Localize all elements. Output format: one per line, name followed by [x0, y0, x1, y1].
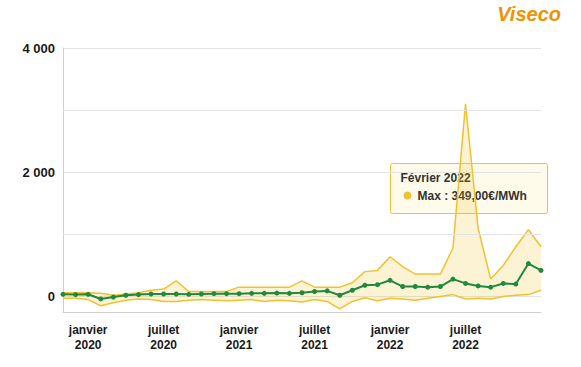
svg-text:janvier: janvier	[370, 323, 410, 337]
svg-text:Max : 349,00€/MWh: Max : 349,00€/MWh	[417, 188, 527, 203]
svg-text:2021: 2021	[301, 338, 328, 352]
svg-text:Viseco: Viseco	[497, 3, 561, 25]
svg-text:juillet: juillet	[147, 323, 179, 337]
svg-text:juillet: juillet	[449, 323, 481, 337]
svg-text:2020: 2020	[150, 338, 177, 352]
svg-text:2020: 2020	[75, 338, 102, 352]
svg-text:janvier: janvier	[68, 323, 108, 337]
svg-text:2 000: 2 000	[22, 165, 55, 180]
svg-text:janvier: janvier	[219, 323, 259, 337]
svg-text:0: 0	[48, 289, 55, 304]
svg-text:2022: 2022	[377, 338, 404, 352]
svg-text:2021: 2021	[226, 338, 253, 352]
svg-text:2022: 2022	[452, 338, 479, 352]
svg-text:4 000: 4 000	[22, 41, 55, 56]
svg-text:juillet: juillet	[298, 323, 330, 337]
